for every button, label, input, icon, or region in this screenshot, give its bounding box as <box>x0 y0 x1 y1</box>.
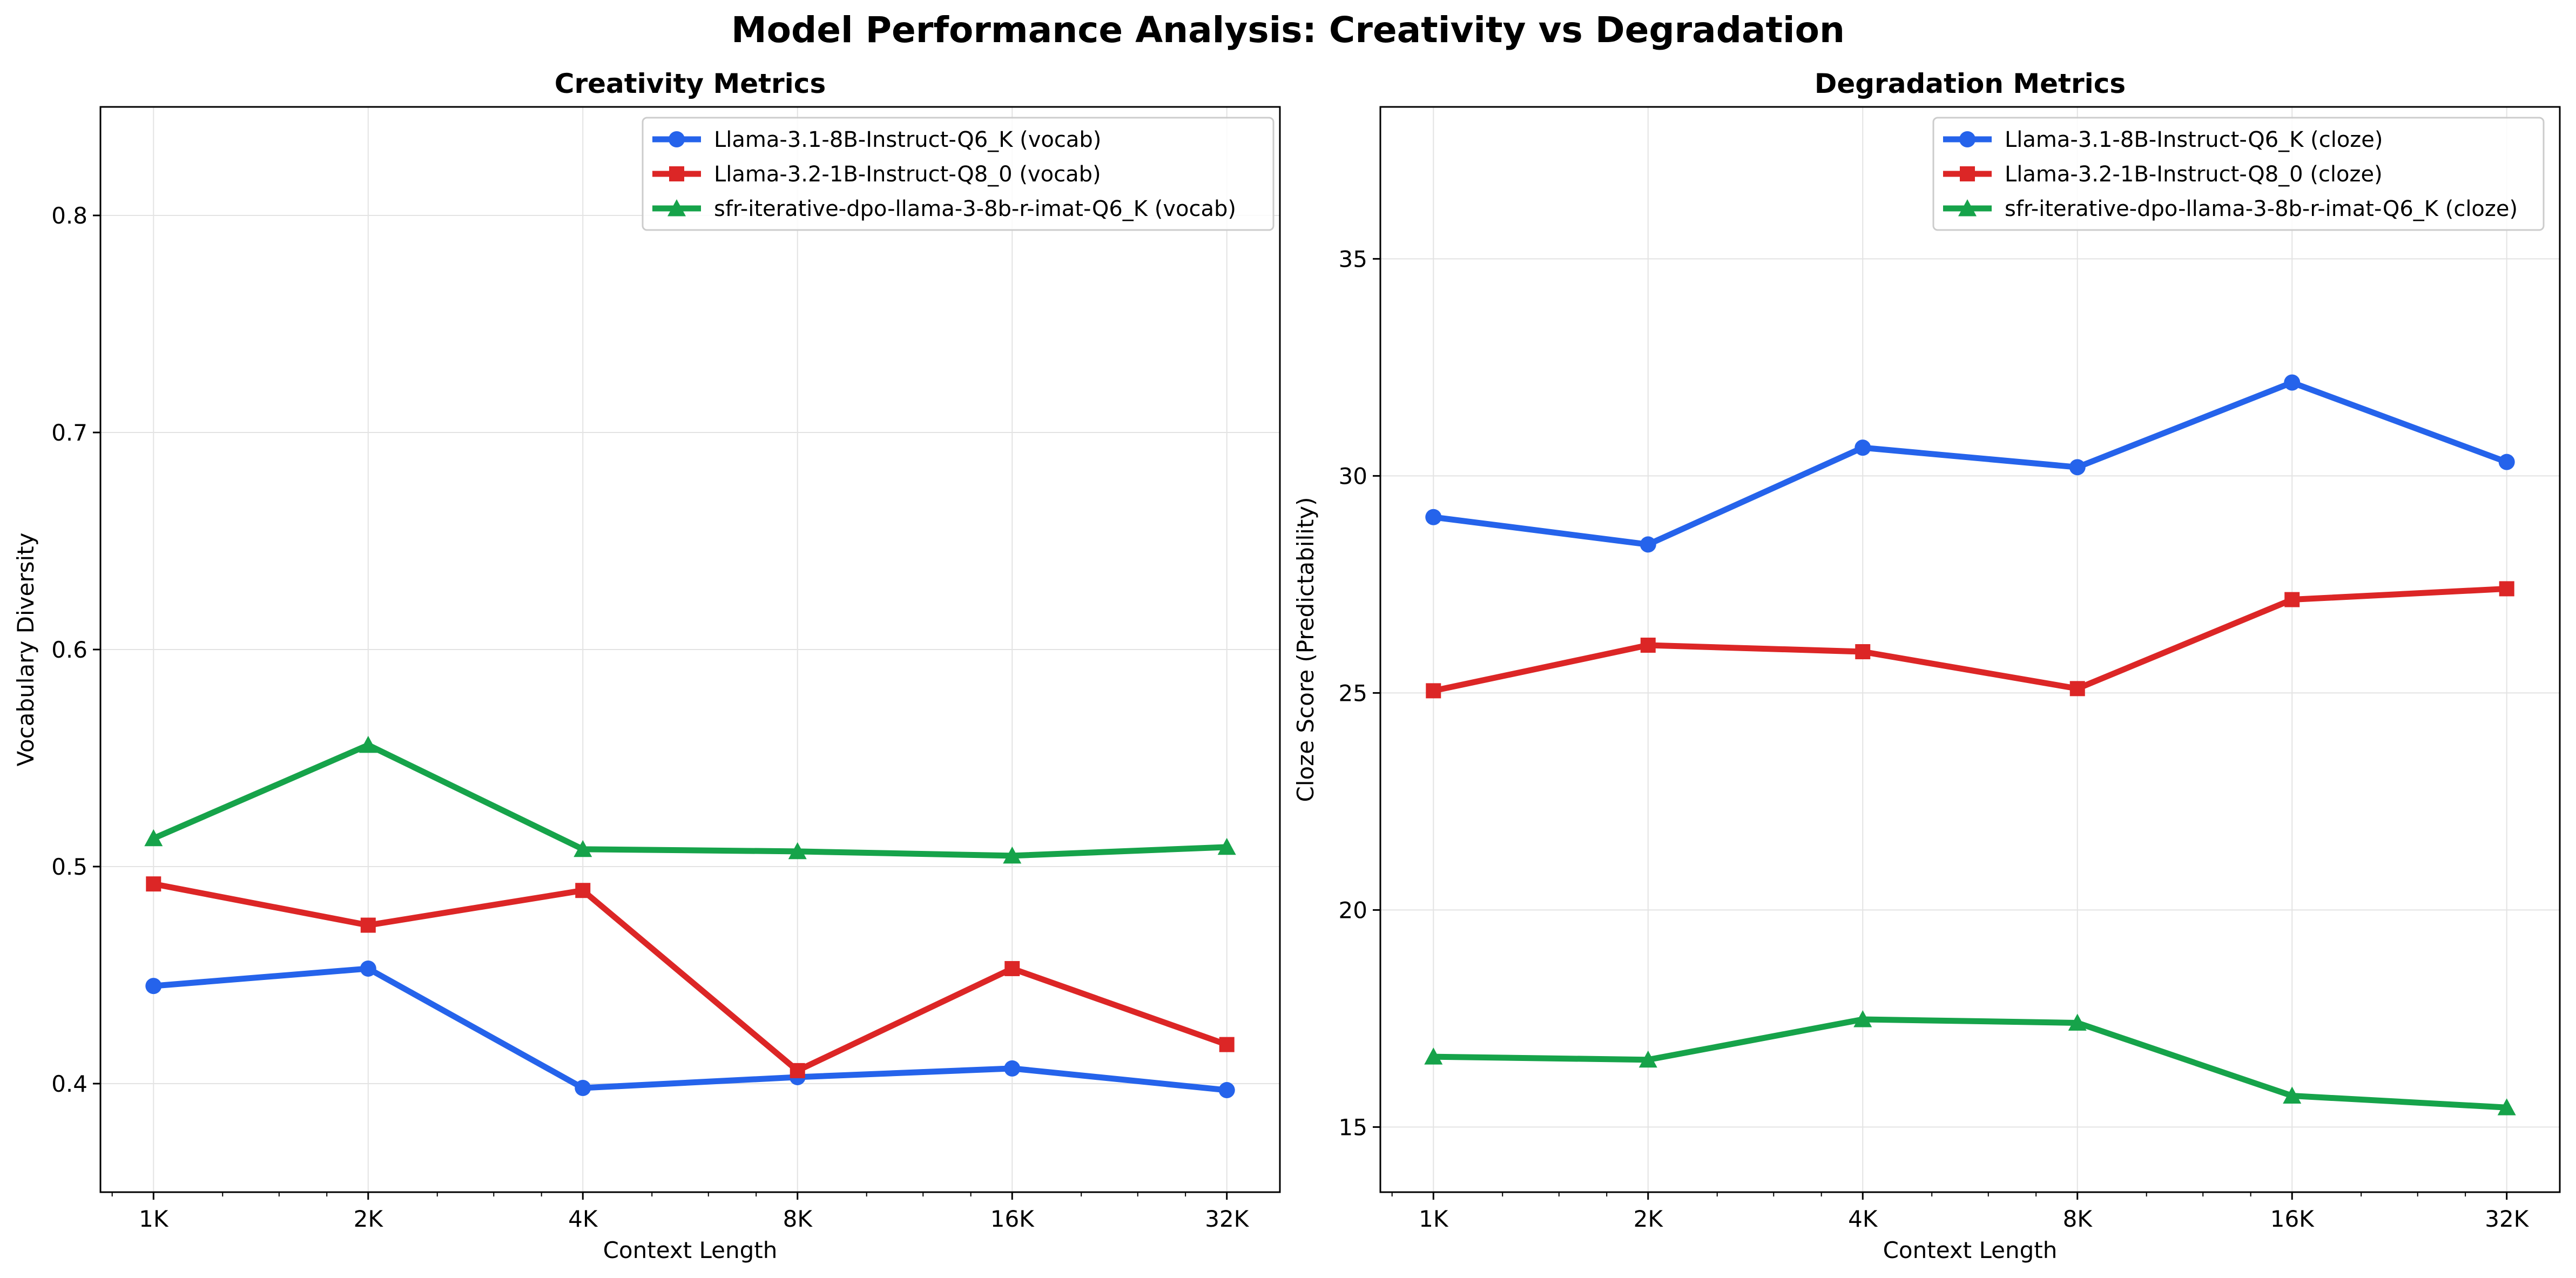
legend-marker <box>667 199 686 217</box>
x-tick-label: 8K <box>783 1206 813 1232</box>
data-point <box>1425 509 1442 525</box>
data-point <box>1640 536 1656 553</box>
data-point <box>575 1080 591 1097</box>
x-tick-label: 16K <box>990 1206 1035 1232</box>
series-line <box>150 965 1230 1093</box>
x-tick-label: 32K <box>2485 1206 2529 1232</box>
y-tick-label: 35 <box>1339 246 1367 272</box>
y-tick-label: 0.8 <box>51 202 87 229</box>
y-tick-label: 0.7 <box>51 420 87 446</box>
data-point <box>1004 1060 1021 1077</box>
legend-entry: sfr-iterative-dpo-llama-3-8b-r-imat-Q6_K… <box>2005 197 2518 221</box>
legend: Llama-3.1-8B-Instruct-Q6_K (vocab) Llama-… <box>642 117 1274 231</box>
data-point <box>2497 1098 2516 1115</box>
legend-entry: Llama-3.1-8B-Instruct-Q6_K (vocab) <box>714 127 1101 152</box>
data-point <box>1853 1010 1872 1027</box>
y-tick-label: 0.6 <box>51 637 87 663</box>
legend-marker <box>1959 131 1975 147</box>
data-point <box>1217 837 1236 855</box>
y-axis-label: Vocabulary Diversity <box>12 532 39 766</box>
data-point <box>1424 1047 1443 1065</box>
data-point <box>1004 961 1020 976</box>
figure-title: Model Performance Analysis: Creativity v… <box>731 9 1845 51</box>
legend-entry: Llama-3.2-1B-Instruct-Q8_0 (vocab) <box>714 162 1101 187</box>
data-point <box>1640 637 1656 653</box>
data-point <box>2284 374 2301 391</box>
series-llama-3-2-1b-instruct-q8-0-cloze <box>1426 581 2514 699</box>
legend-box <box>1932 117 2545 231</box>
data-point <box>790 1063 805 1078</box>
x-tick-label: 1K <box>139 1206 169 1232</box>
legend-entry: sfr-iterative-dpo-llama-3-8b-r-imat-Q6_K… <box>714 197 1236 221</box>
legend-marker <box>1958 199 1977 217</box>
x-tick-label: 16K <box>2270 1206 2315 1232</box>
data-point <box>1638 1050 1657 1068</box>
data-point <box>1426 683 1441 699</box>
x-tick-label: 2K <box>1634 1206 1664 1232</box>
series-llama-3-1-8b-instruct-q6-k-cloze <box>1425 374 2515 553</box>
x-tick-label: 2K <box>354 1206 384 1232</box>
legend-entry: Llama-3.1-8B-Instruct-Q6_K (cloze) <box>2005 127 2383 152</box>
legend-entry: Llama-3.2-1B-Instruct-Q8_0 (cloze) <box>2005 162 2383 187</box>
data-point <box>359 735 377 753</box>
x-axis-label: Context Length <box>603 1237 778 1263</box>
series-line <box>1430 1016 2510 1111</box>
data-point <box>1219 1037 1235 1052</box>
y-axis-label: Cloze Score (Predictability) <box>1292 497 1319 802</box>
y-tick-label: 15 <box>1339 1114 1367 1140</box>
x-tick-label: 32K <box>1205 1206 1249 1232</box>
data-point <box>1218 1082 1235 1099</box>
panel-title: Degradation Metrics <box>1815 68 2126 99</box>
creativity-metrics-panel: 0.4 0.5 0.6 0.7 0.8 1K 2K 4K 8K 16K 32K Creativity … <box>12 68 1281 1263</box>
x-tick-label: 1K <box>1419 1206 1449 1232</box>
data-point <box>146 876 161 892</box>
series-line <box>150 881 1230 1074</box>
legend: Llama-3.1-8B-Instruct-Q6_K (cloze) Llama-… <box>1932 117 2545 231</box>
legend-marker <box>1960 166 1975 181</box>
legend-marker <box>669 131 685 147</box>
legend-box <box>642 117 1274 231</box>
x-tick-label: 4K <box>568 1206 598 1232</box>
series-line <box>1430 585 2510 694</box>
data-point <box>360 960 376 977</box>
data-point <box>360 917 376 933</box>
data-point <box>788 842 807 860</box>
degradation-metrics-panel: 15 20 25 30 35 1K 2K 4K 8K 16K 32K Degradation Metr… <box>1292 68 2561 1263</box>
data-point <box>2069 681 2085 697</box>
data-point <box>2499 581 2514 597</box>
data-point <box>145 978 162 995</box>
series-line <box>1430 380 2510 547</box>
series-line <box>150 742 1230 859</box>
data-point <box>574 840 592 857</box>
panel-title: Creativity Metrics <box>555 68 826 99</box>
series-sfr-iterative-dpo-llama-3-8b-r-imat-q6-k-cloze <box>1424 1010 2516 1115</box>
y-tick-label: 0.5 <box>51 854 87 880</box>
data-point <box>2284 592 2300 607</box>
y-tick-label: 0.4 <box>51 1071 87 1097</box>
x-tick-label: 8K <box>2063 1206 2093 1232</box>
y-tick-label: 20 <box>1339 897 1367 923</box>
plot-frame <box>1379 106 2561 1193</box>
y-tick-label: 30 <box>1339 463 1367 489</box>
data-point <box>1003 846 1022 864</box>
data-point <box>1855 644 1871 660</box>
x-axis-label: Context Length <box>1883 1237 2058 1263</box>
series-sfr-iterative-dpo-llama-3-8b-r-imat-q6-k-vocab <box>144 735 1236 864</box>
data-point <box>2068 1013 2087 1031</box>
data-point <box>575 883 591 898</box>
data-point <box>1855 439 1871 456</box>
data-point <box>2498 454 2515 470</box>
y-tick-label: 25 <box>1339 680 1367 706</box>
legend-marker <box>669 166 684 181</box>
series-llama-3-2-1b-instruct-q8-0-vocab <box>146 876 1235 1078</box>
data-point <box>2069 459 2086 476</box>
data-point <box>144 829 163 847</box>
data-point <box>2283 1086 2302 1104</box>
x-tick-label: 4K <box>1848 1206 1878 1232</box>
